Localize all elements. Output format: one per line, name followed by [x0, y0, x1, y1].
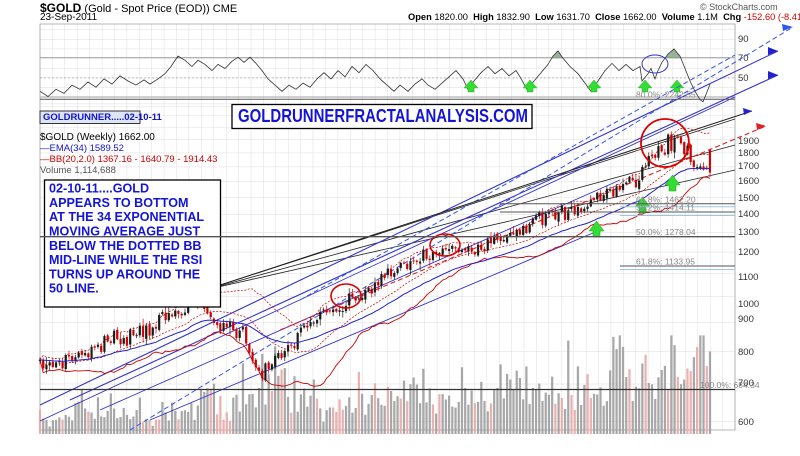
svg-text:900: 900	[738, 314, 754, 325]
svg-text:1000: 1000	[738, 299, 759, 310]
svg-text:1100: 1100	[738, 272, 758, 283]
svg-text:1300: 1300	[738, 227, 759, 238]
svg-text:90: 90	[738, 34, 749, 45]
svg-text:38.2%: 1414.11: 38.2%: 1414.11	[636, 203, 695, 213]
svg-text:Volume 1,114,688: Volume 1,114,688	[40, 165, 116, 176]
svg-text:800: 800	[738, 347, 754, 358]
svg-text:—BB(20,2.0) 1367.16 - 1640.79: —BB(20,2.0) 1367.16 - 1640.79 - 1914.43	[40, 154, 217, 165]
svg-text:61.8%: 1133.95: 61.8%: 1133.95	[636, 257, 695, 267]
svg-text:$GOLD (Weekly) 1662.00: $GOLD (Weekly) 1662.00	[40, 132, 155, 143]
svg-text:1400: 1400	[738, 209, 759, 220]
svg-text:50.0%: 1278.04: 50.0%: 1278.04	[636, 227, 696, 237]
svg-text:1900: 1900	[738, 136, 759, 147]
svg-text:1700: 1700	[738, 161, 759, 172]
svg-text:GOLDRUNNER.....02-10-11: GOLDRUNNER.....02-10-11	[43, 112, 162, 123]
svg-text:1200: 1200	[738, 247, 759, 258]
svg-text:1600: 1600	[738, 176, 759, 187]
svg-text:80.0%: 2242.55: 80.0%: 2242.55	[636, 90, 696, 100]
svg-text:700: 700	[738, 378, 754, 389]
svg-text:1800: 1800	[738, 148, 759, 159]
svg-text:—EMA(34) 1589.52: —EMA(34) 1589.52	[40, 143, 124, 154]
svg-text:02-10-11....GOLD APPEARS T: 02-10-11....GOLD APPEARS TO BOTTOM AT TH…	[49, 182, 207, 296]
svg-text:1500: 1500	[738, 193, 759, 204]
svg-text:50: 50	[738, 73, 749, 84]
svg-text:600: 600	[738, 417, 754, 428]
svg-text:GOLDRUNNERFRACTALANALYSIS.COM: GOLDRUNNERFRACTALANALYSIS.COM	[238, 106, 528, 126]
